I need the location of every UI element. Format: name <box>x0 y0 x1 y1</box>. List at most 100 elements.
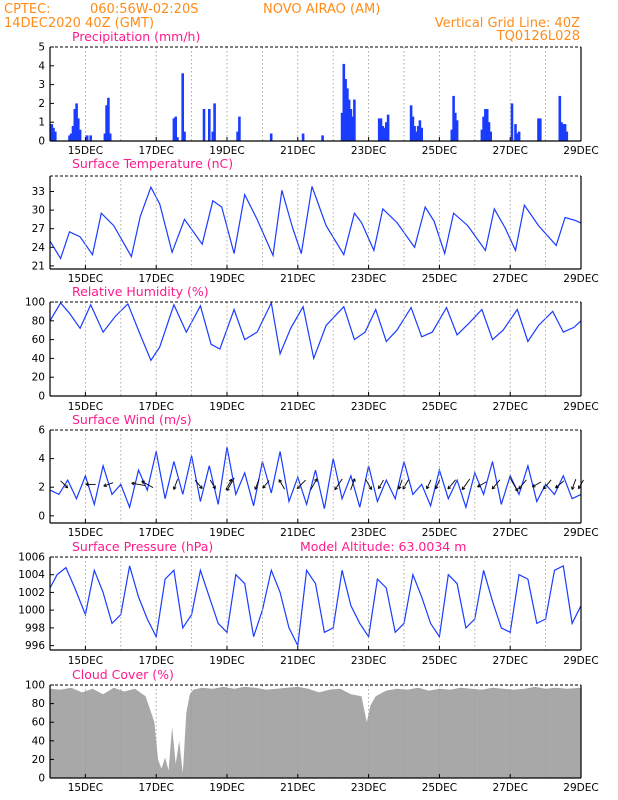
wind-arrow-shaft <box>226 477 235 492</box>
header-grid-note: Vertical Grid Line: 40Z <box>435 16 580 31</box>
precip-bar <box>487 122 491 141</box>
wind-arrow-head <box>334 486 338 491</box>
precip-bar <box>105 105 108 141</box>
precip-bar <box>85 135 89 141</box>
temp-line <box>49 185 582 260</box>
wind-x-tick-label: 23DEC <box>351 527 386 539</box>
precip-bar <box>420 127 423 141</box>
wind-arrow <box>262 480 270 489</box>
header-coordinates: 060:56W-02:20S <box>90 2 198 17</box>
pres-x-tick-label: 29DEC <box>563 655 598 667</box>
precip-y-tick-label: 0 <box>38 136 45 148</box>
header-model-code: TQ0126L028 <box>496 29 580 44</box>
temp-x-tick-label: 25DEC <box>422 273 457 285</box>
wind-arrow <box>85 482 96 487</box>
precip-bar <box>89 135 92 141</box>
precip-bar <box>176 137 179 141</box>
precip-bar <box>346 88 349 141</box>
cloud-area <box>50 686 581 778</box>
precip-bar <box>269 133 273 141</box>
wind-arrow <box>447 479 456 490</box>
temp-panel: 15DEC 17DEC 19DEC 21DEC 23DEC 25DEC 27DEC 29DEC… <box>32 175 599 285</box>
wind-arrow <box>172 479 179 490</box>
wind-arrow <box>141 480 154 488</box>
precip-panel: 15DEC 17DEC 19DEC 21DEC 23DEC 25DEC 27DEC 29DEC… <box>38 42 598 158</box>
precip-bar <box>321 135 324 141</box>
precip-bar <box>385 122 388 141</box>
wind-arrow-head <box>313 478 318 482</box>
precip-x-tick-label: 21DEC <box>280 145 315 157</box>
wind-arrow <box>194 479 203 490</box>
cloud-x-tick-label: 21DEC <box>280 782 315 794</box>
humidity-title: Relative Humidity (%) <box>72 284 209 299</box>
pres-line <box>49 564 582 648</box>
wind-y-tick-label: 4 <box>38 453 45 465</box>
precip-bar <box>52 127 55 141</box>
wind-arrow-shaft <box>131 482 146 487</box>
precip-bar <box>409 105 413 141</box>
wind-arrow <box>60 480 69 489</box>
wind-arrow-shaft <box>194 479 203 489</box>
precip-bar <box>484 109 487 141</box>
temp-x-tick-label: 29DEC <box>563 273 598 285</box>
rh-x-tick-label: 29DEC <box>563 401 598 413</box>
precip-bar <box>77 118 80 141</box>
precip-bar <box>485 109 489 141</box>
wind-arrow-head <box>447 485 452 490</box>
wind-arrow-head <box>543 485 547 490</box>
precip-bar <box>75 103 78 141</box>
wind-arrow-head <box>378 485 382 490</box>
precip-bar <box>455 120 459 141</box>
precip-bar <box>202 109 206 141</box>
plot-layer: 15DEC 17DEC 19DEC 21DEC 23DEC 25DEC 27DEC 29DEC… <box>18 42 598 795</box>
pres-x-tick-label: 21DEC <box>280 655 315 667</box>
model-altitude-annotation: Model Altitude: 63.0034 m <box>300 539 466 554</box>
wind-arrow <box>334 478 343 491</box>
wind-arrow-head <box>131 481 135 486</box>
wind-arrow <box>434 479 441 490</box>
wind-arrow-head <box>491 485 496 490</box>
wind-arrow-shaft <box>60 480 69 489</box>
pres-y-tick-label: 1006 <box>18 552 45 564</box>
precip-bar <box>213 103 216 141</box>
header-init-time: 14DEC2020 40Z (GMT) <box>4 16 154 31</box>
wind-arrow-shaft <box>571 479 577 490</box>
precip-x-tick-label: 23DEC <box>351 145 386 157</box>
wind-arrow <box>209 479 216 490</box>
wind-arrow-shaft <box>378 479 384 489</box>
wind-arrow-shaft <box>447 479 456 490</box>
wind-arrow-shaft <box>209 479 216 489</box>
wind-arrow-shaft <box>173 479 179 490</box>
wind-arrow-head <box>368 486 373 490</box>
precip-bar <box>514 124 517 141</box>
wind-arrow <box>254 479 260 490</box>
rh-x-tick-label: 19DEC <box>209 401 244 413</box>
wind-arrow <box>365 478 373 490</box>
temp-x-tick-label: 21DEC <box>280 273 315 285</box>
precip-bar <box>379 118 383 141</box>
wind-arrow <box>378 479 384 490</box>
wind-y-tick-label: 0 <box>38 510 45 522</box>
pres-y-tick-label: 998 <box>25 622 45 634</box>
precip-bar <box>450 129 454 141</box>
precip-y-tick-label: 5 <box>38 42 45 54</box>
wind-arrow-head <box>402 485 407 490</box>
pressure-title: Surface Pressure (hPa) <box>72 539 213 554</box>
rh-y-tick-label: 0 <box>38 391 45 403</box>
wind-arrow <box>461 478 471 491</box>
temperature-title: Surface Temperature (nC) <box>72 156 233 171</box>
wind-line <box>49 447 582 510</box>
wind-y-tick-label: 6 <box>38 425 45 437</box>
precip-bar <box>347 99 351 141</box>
wind-arrow-head <box>352 478 356 482</box>
precip-bar <box>383 127 386 141</box>
precip-bar <box>301 133 305 141</box>
precip-bar <box>386 114 390 141</box>
rh-y-tick-label: 80 <box>32 315 45 327</box>
precip-bar <box>558 95 562 141</box>
pres-x-tick-label: 17DEC <box>138 655 173 667</box>
rh-y-tick-label: 20 <box>32 372 45 384</box>
wind-arrow-shaft <box>278 479 285 490</box>
wind-arrow-shaft <box>491 479 501 490</box>
